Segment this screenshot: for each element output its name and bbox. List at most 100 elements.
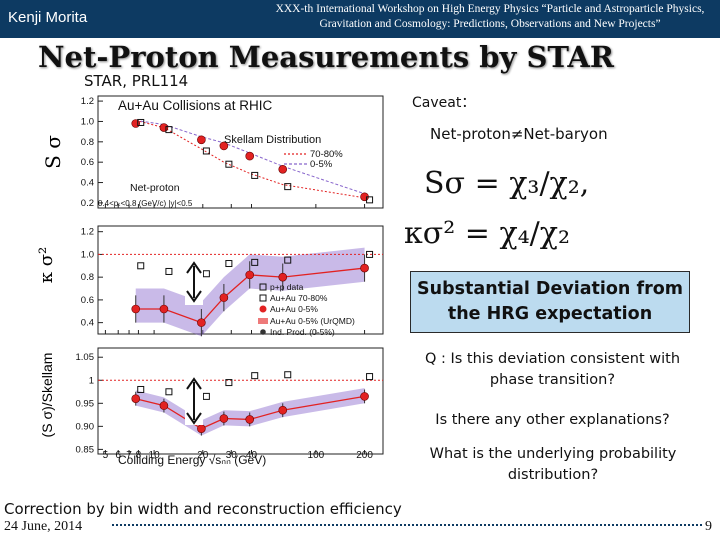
panel-frame [97,347,384,455]
x-tick-label: 8 [136,450,142,461]
x-tick-label: 10 [149,450,161,461]
skellam-legend-title: Skellam Distribution [224,134,321,146]
peripheral-point [165,267,173,275]
peripheral-point [137,262,145,270]
central-point [197,318,206,327]
peripheral-point [225,379,233,387]
deviation-arrow-ratio [185,377,203,425]
y-tick-label: 0.90 [76,421,95,432]
central-point [219,414,229,423]
peripheral-point [251,258,259,266]
peripheral-point [366,373,374,381]
y-tick-label: 1.2 [81,227,94,238]
reference-label: STAR, PRL114 [84,72,189,90]
y-tick-label: 1.05 [76,352,95,363]
central-point [131,119,141,128]
kinematic-cut-label: 0.4<pₜ<0.8 (GeV/c) |y|<0.5 [98,199,193,208]
formula-skewness: Sσ = χ₃/χ₂, [424,166,590,201]
footnote: Correction by bin width and reconstructi… [4,500,402,518]
xlabel: Colliding Energy √sₙₙ (GeV) [118,453,266,467]
legend-central: Au+Au 0-5% [270,304,318,314]
peripheral-point [137,118,145,126]
central-point [278,165,288,174]
legend-marker-central [259,305,267,313]
legend-peripheral: Au+Au 70-80% [270,293,328,303]
peripheral-point [366,196,374,204]
x-tick-label: 200 [356,450,373,461]
caveat-label: Caveat： [412,95,476,111]
star-figure: 1.2 1.0 0.8 0.6 0.4 0.2 1.2 1.0 0.8 0.6 0.4 1.05 1 0.… [38,95,384,467]
x-tick-label: 40 [246,450,258,461]
peripheral-point [225,260,233,268]
y-tick-label: 0.8 [81,272,94,283]
x-tick-label: 20 [197,450,209,461]
question-other-explanations: Is there any other explanations? [435,412,670,428]
panel-frame [97,95,384,209]
central-point [360,392,369,401]
x-tick-label: 7 [126,450,132,461]
legend-marker-indprod [260,329,266,335]
urqmd-band [135,247,365,337]
y-tick-label: 1 [89,375,94,386]
slide-header: Kenji Morita XXX-th International Worksh… [0,0,720,38]
y-tick-label: 0.4 [81,178,94,189]
central-point [245,270,255,280]
central-point [131,304,141,314]
central-point [197,424,206,433]
y-tick-label: 0.8 [81,137,94,148]
skellam-legend-central: 0-5% [310,159,333,170]
ylabel-s-sigma: S σ [41,135,65,169]
ylabel-kappa-sigma: κ σ² [38,247,57,283]
peripheral-point [202,147,210,155]
question-distribution: What is the underlying probability distr… [429,446,677,483]
central-point [219,293,229,302]
peripheral-point [251,372,259,380]
footer-divider [112,524,702,526]
page-number: 9 [705,519,712,534]
y-tick-label: 1.0 [81,249,94,260]
ylabel-skellam-ratio: (S σ)/Skellam [39,353,55,438]
x-tick-label: 5 [103,450,109,461]
peripheral-point [202,392,210,400]
central-point [159,304,169,314]
x-tick-label: 30 [226,450,238,461]
central-point [360,263,369,273]
peripheral-point [251,171,259,179]
legend-marker-peripheral [259,294,267,302]
skellam-legend-peripheral: 70-80% [310,149,343,160]
x-tick-label: 100 [308,450,325,461]
peripheral-point [165,388,173,396]
y-tick-label: 1.2 [81,96,94,107]
slide-title: Net-Proton Measurements by STAR [38,40,615,74]
peripheral-point [225,160,233,168]
y-tick-label: 0.2 [81,198,94,209]
legend-marker-pp [259,283,267,291]
central-point [245,415,255,424]
footer-date: 24 June, 2014 [4,519,83,534]
peripheral-point [284,256,292,264]
central-point [131,394,141,403]
y-tick-label: 1.0 [81,116,94,127]
y-tick-label: 0.4 [81,318,94,329]
central-point [197,135,206,145]
legend-marker-urqmd [258,318,268,324]
peripheral-point [284,371,292,379]
peripheral-point [202,270,210,278]
central-point [278,272,288,282]
net-proton-label: Net-proton [130,182,180,194]
central-point [278,405,288,415]
formula-kurtosis: κσ² = χ₄/χ₂ [404,216,570,251]
legend-urqmd: Au+Au 0-5% (UrQMD) [270,316,355,326]
central-point [159,123,169,132]
central-point [219,141,229,151]
y-tick-label: 0.6 [81,157,94,168]
legend-indprod: Ind. Prod. (0-5%) [270,327,335,337]
central-point [245,151,255,161]
deviation-arrow-kappa [185,261,203,305]
caveat-detail: Net-proton≠Net-baryon [430,125,608,143]
y-tick-label: 0.85 [76,444,95,455]
y-tick-label: 0.6 [81,295,94,306]
peripheral-point [165,126,173,134]
panel-frame [97,225,384,335]
author-name: Kenji Morita [8,9,88,26]
